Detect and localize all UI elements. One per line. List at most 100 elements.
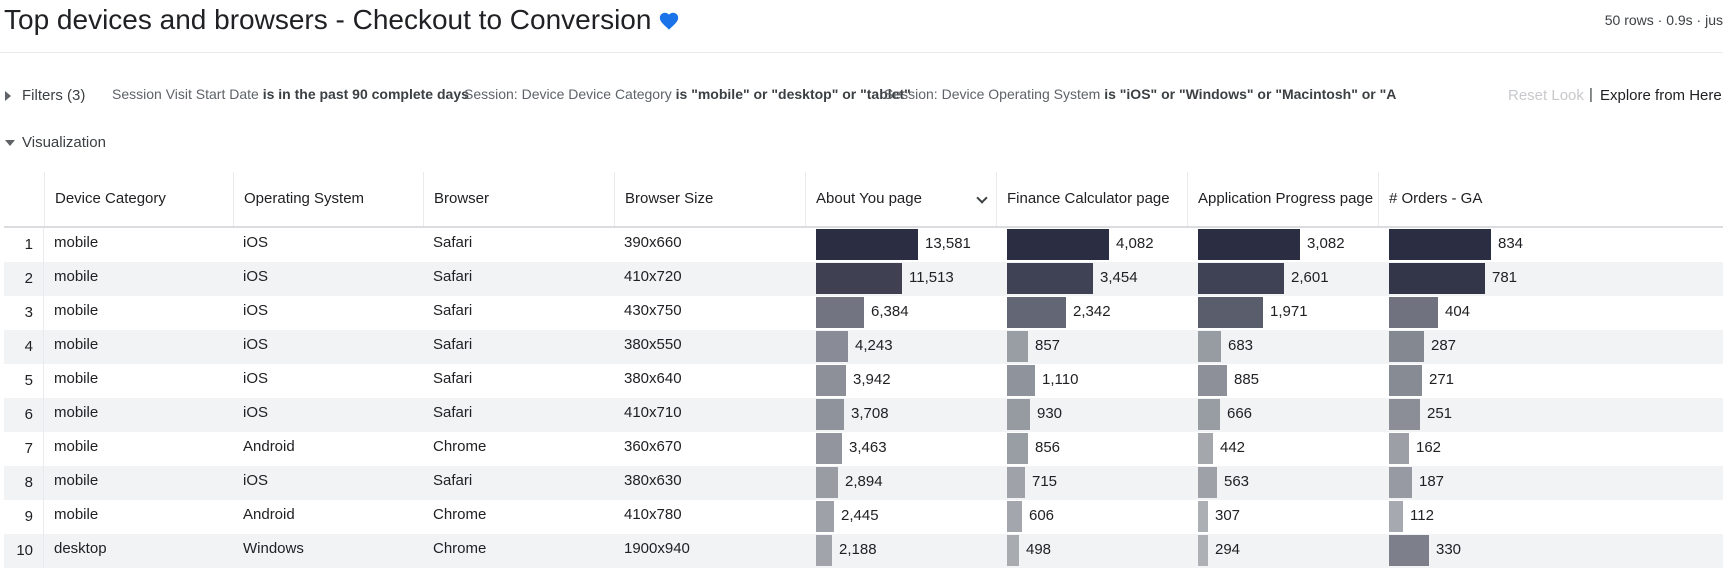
cell-operating-system[interactable]: iOS [243, 268, 269, 285]
cell-device-category[interactable]: mobile [54, 370, 99, 387]
cell-finance-calculator-page[interactable]: 606 [996, 500, 1187, 534]
cell-finance-calculator-page[interactable]: 1,110 [996, 364, 1187, 398]
cell-finance-calculator-page[interactable]: 4,082 [996, 228, 1187, 262]
cell-finance-calculator-page[interactable]: 857 [996, 330, 1187, 364]
cell-device-category[interactable]: mobile [54, 404, 99, 421]
cell-operating-system[interactable]: iOS [243, 234, 269, 251]
reset-look-button[interactable]: Reset Look [1508, 87, 1584, 104]
cell-device-category[interactable]: mobile [54, 268, 99, 285]
cell-device-category[interactable]: mobile [54, 302, 99, 319]
cell-browser[interactable]: Safari [433, 404, 473, 421]
cell-about-you-page[interactable]: 6,384 [805, 296, 996, 330]
cell-operating-system[interactable]: iOS [243, 370, 269, 387]
cell-device-category[interactable]: desktop [54, 540, 107, 557]
cell-browser-size[interactable]: 410x780 [624, 506, 682, 523]
table-row[interactable]: 3 mobile iOS Safari 430x750 6,384 2,342 1,971 40… [4, 296, 1723, 330]
cell-operating-system[interactable]: Android [243, 438, 295, 455]
cell-browser[interactable]: Safari [433, 370, 473, 387]
cell-orders-ga[interactable]: 781 [1378, 262, 1569, 296]
cell-operating-system[interactable]: iOS [243, 472, 269, 489]
filter-chip[interactable]: Session Visit Start Date is in the past … [112, 86, 469, 102]
cell-application-progress-page[interactable]: 683 [1187, 330, 1378, 364]
cell-finance-calculator-page[interactable]: 715 [996, 466, 1187, 500]
cell-operating-system[interactable]: Android [243, 506, 295, 523]
cell-about-you-page[interactable]: 2,894 [805, 466, 996, 500]
cell-application-progress-page[interactable]: 442 [1187, 432, 1378, 466]
table-row[interactable]: 8 mobile iOS Safari 380x630 2,894 715 563 187 [4, 466, 1723, 500]
cell-finance-calculator-page[interactable]: 498 [996, 534, 1187, 568]
cell-browser[interactable]: Safari [433, 268, 473, 285]
cell-browser-size[interactable]: 390x660 [624, 234, 682, 251]
cell-orders-ga[interactable]: 834 [1378, 228, 1569, 262]
cell-application-progress-page[interactable]: 307 [1187, 500, 1378, 534]
table-row[interactable]: 1 mobile iOS Safari 390x660 13,581 4,082 3,082 8… [4, 228, 1723, 262]
cell-operating-system[interactable]: iOS [243, 302, 269, 319]
table-row[interactable]: 9 mobile Android Chrome 410x780 2,445 606 307 11… [4, 500, 1723, 534]
cell-orders-ga[interactable]: 271 [1378, 364, 1569, 398]
cell-application-progress-page[interactable]: 294 [1187, 534, 1378, 568]
cell-orders-ga[interactable]: 287 [1378, 330, 1569, 364]
cell-device-category[interactable]: mobile [54, 506, 99, 523]
cell-about-you-page[interactable]: 2,445 [805, 500, 996, 534]
cell-application-progress-page[interactable]: 885 [1187, 364, 1378, 398]
table-row[interactable]: 5 mobile iOS Safari 380x640 3,942 1,110 885 271 [4, 364, 1723, 398]
column-header-finance-calculator-page[interactable]: Finance Calculator page [996, 172, 1187, 226]
column-header-browser[interactable]: Browser [423, 172, 614, 226]
cell-orders-ga[interactable]: 162 [1378, 432, 1569, 466]
cell-about-you-page[interactable]: 3,708 [805, 398, 996, 432]
cell-orders-ga[interactable]: 251 [1378, 398, 1569, 432]
table-row[interactable]: 10 desktop Windows Chrome 1900x940 2,188 498 29… [4, 534, 1723, 568]
table-row[interactable]: 2 mobile iOS Safari 410x720 11,513 3,454 2,601 7… [4, 262, 1723, 296]
cell-browser-size[interactable]: 410x710 [624, 404, 682, 421]
cell-finance-calculator-page[interactable]: 3,454 [996, 262, 1187, 296]
column-header-operating-system[interactable]: Operating System [233, 172, 423, 226]
table-row[interactable]: 4 mobile iOS Safari 380x550 4,243 857 683 287 [4, 330, 1723, 364]
cell-orders-ga[interactable]: 404 [1378, 296, 1569, 330]
cell-about-you-page[interactable]: 4,243 [805, 330, 996, 364]
cell-browser-size[interactable]: 410x720 [624, 268, 682, 285]
cell-about-you-page[interactable]: 11,513 [805, 262, 996, 296]
filter-chip[interactable]: Session: Device Device Category is "mobi… [464, 86, 911, 102]
cell-application-progress-page[interactable]: 563 [1187, 466, 1378, 500]
table-row[interactable]: 7 mobile Android Chrome 360x670 3,463 856 442 16… [4, 432, 1723, 466]
column-header-orders-ga[interactable]: # Orders - GA [1378, 172, 1723, 226]
cell-browser-size[interactable]: 380x630 [624, 472, 682, 489]
collapse-triangle-icon[interactable] [5, 140, 15, 146]
column-header-device-category[interactable]: Device Category [44, 172, 233, 226]
cell-browser[interactable]: Safari [433, 234, 473, 251]
filter-chip[interactable]: Session: Device Operating System is "iOS… [884, 86, 1440, 102]
cell-application-progress-page[interactable]: 2,601 [1187, 262, 1378, 296]
cell-browser-size[interactable]: 360x670 [624, 438, 682, 455]
cell-browser-size[interactable]: 1900x940 [624, 540, 690, 557]
cell-orders-ga[interactable]: 112 [1378, 500, 1569, 534]
cell-operating-system[interactable]: iOS [243, 404, 269, 421]
cell-operating-system[interactable]: iOS [243, 336, 269, 353]
cell-browser-size[interactable]: 380x550 [624, 336, 682, 353]
cell-orders-ga[interactable]: 330 [1378, 534, 1569, 568]
favorite-heart-icon[interactable] [658, 10, 680, 32]
cell-device-category[interactable]: mobile [54, 472, 99, 489]
explore-from-here-link[interactable]: Explore from Here [1600, 87, 1722, 104]
cell-about-you-page[interactable]: 13,581 [805, 228, 996, 262]
cell-browser[interactable]: Safari [433, 336, 473, 353]
cell-browser-size[interactable]: 430x750 [624, 302, 682, 319]
cell-browser[interactable]: Chrome [433, 540, 487, 557]
column-header-browser-size[interactable]: Browser Size [614, 172, 805, 226]
filters-toggle[interactable]: Filters (3) [22, 87, 86, 104]
cell-finance-calculator-page[interactable]: 930 [996, 398, 1187, 432]
cell-browser[interactable]: Chrome [433, 506, 487, 523]
cell-application-progress-page[interactable]: 1,971 [1187, 296, 1378, 330]
cell-device-category[interactable]: mobile [54, 438, 99, 455]
cell-browser[interactable]: Chrome [433, 438, 487, 455]
cell-browser[interactable]: Safari [433, 302, 473, 319]
cell-orders-ga[interactable]: 187 [1378, 466, 1569, 500]
cell-browser[interactable]: Safari [433, 472, 473, 489]
cell-device-category[interactable]: mobile [54, 234, 99, 251]
cell-about-you-page[interactable]: 2,188 [805, 534, 996, 568]
expand-triangle-icon[interactable] [5, 91, 11, 101]
cell-about-you-page[interactable]: 3,463 [805, 432, 996, 466]
cell-browser-size[interactable]: 380x640 [624, 370, 682, 387]
chevron-down-icon[interactable] [976, 192, 988, 204]
cell-application-progress-page[interactable]: 3,082 [1187, 228, 1378, 262]
cell-operating-system[interactable]: Windows [243, 540, 304, 557]
